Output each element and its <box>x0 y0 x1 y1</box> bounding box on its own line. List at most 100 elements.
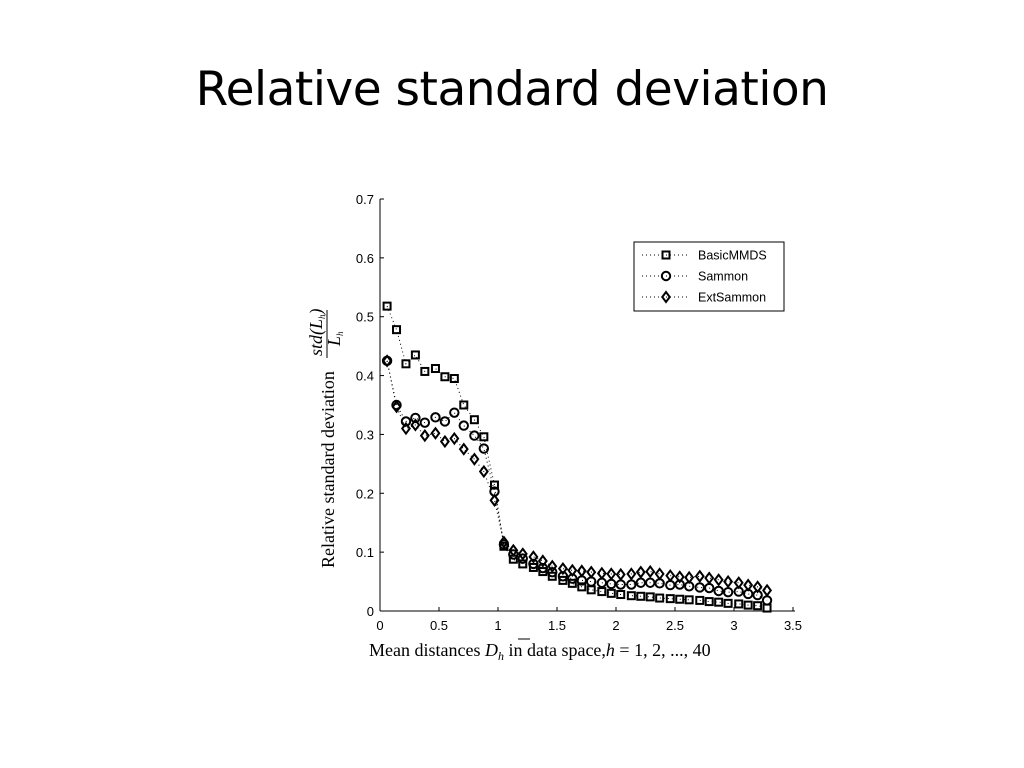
x-tick-label: 3 <box>730 618 737 633</box>
data-point <box>743 578 754 592</box>
data-point <box>645 564 656 579</box>
data-point <box>458 442 469 456</box>
data-point <box>616 590 626 600</box>
data-point <box>469 452 480 466</box>
data-point <box>733 576 744 590</box>
data-point <box>567 563 578 578</box>
x-ticks: 0 0.5 1 1.5 2 2.5 3 3.5 <box>376 607 802 633</box>
data-point <box>508 543 519 558</box>
data-point <box>752 580 763 594</box>
data-point <box>674 570 685 584</box>
data-point <box>547 566 558 578</box>
data-point <box>576 564 587 578</box>
data-point <box>655 593 665 603</box>
chart: 0 0.5 1 1.5 2 2.5 3 3.5 00.10.20.30.40.50.60.7 … <box>306 192 802 663</box>
legend-item-basicmmds: BasicMMDS <box>642 249 767 263</box>
y-tick-label: 0.7 <box>356 192 374 207</box>
data-point <box>626 591 636 601</box>
data-point <box>626 567 637 581</box>
data-point <box>410 350 420 360</box>
legend-item-extsammon: ExtSammon <box>642 290 766 305</box>
data-point <box>489 480 499 490</box>
series-layer <box>381 301 773 613</box>
data-point <box>645 592 655 602</box>
data-point <box>410 418 421 432</box>
data-point <box>382 301 392 311</box>
data-point <box>449 407 460 418</box>
data-point <box>762 583 773 598</box>
data-point <box>734 599 744 609</box>
data-point <box>694 569 705 583</box>
y-tick-label: 0.3 <box>356 427 374 442</box>
data-point <box>615 567 626 582</box>
series-line <box>386 360 768 601</box>
y-tick-label: 0.4 <box>356 369 374 384</box>
data-point <box>400 421 411 436</box>
data-point <box>382 354 393 368</box>
data-point <box>439 434 450 449</box>
legend-marker <box>661 250 671 260</box>
data-point <box>606 588 616 598</box>
data-point <box>478 464 489 479</box>
data-point <box>635 577 646 588</box>
data-point <box>645 577 656 588</box>
x-tick-label: 1 <box>494 618 501 633</box>
legend: BasicMMDS Sammon ExtSammon <box>633 241 785 312</box>
y-tick-label: 0.5 <box>356 310 374 325</box>
data-point <box>401 359 411 369</box>
y-tick-label: 0.2 <box>356 486 374 501</box>
y-tick-label: 0 <box>367 604 374 619</box>
data-point <box>430 426 441 440</box>
slide-title: Relative standard deviation <box>195 62 829 117</box>
data-point <box>665 594 675 604</box>
data-point <box>704 571 715 585</box>
data-point <box>469 430 480 441</box>
data-point <box>713 573 724 587</box>
data-point <box>714 597 724 607</box>
legend-marker <box>660 270 672 282</box>
data-point <box>439 416 451 427</box>
data-point <box>449 431 460 446</box>
data-point <box>517 547 528 561</box>
data-point <box>684 570 695 585</box>
data-point <box>498 535 509 549</box>
data-point <box>410 412 421 424</box>
data-point <box>753 601 763 611</box>
data-point <box>713 585 724 597</box>
data-point <box>419 428 430 443</box>
data-point <box>459 400 469 410</box>
data-point <box>508 549 519 560</box>
series-line <box>386 360 768 591</box>
data-point <box>557 561 568 576</box>
data-point <box>596 566 607 580</box>
data-point <box>400 416 412 427</box>
data-point <box>440 372 450 382</box>
data-point <box>392 325 402 335</box>
data-point <box>558 575 568 585</box>
data-point <box>704 597 714 607</box>
data-point <box>665 569 676 583</box>
data-point <box>694 582 705 593</box>
data-point <box>528 558 539 570</box>
data-point <box>675 594 685 604</box>
data-point <box>577 582 587 592</box>
data-point <box>723 598 733 608</box>
data-point <box>567 578 577 588</box>
data-point <box>586 565 597 579</box>
x-axis-label: Mean distances Dh in data space,h = 1, 2… <box>369 640 711 663</box>
x-tick-label: 2.5 <box>666 618 684 633</box>
data-point <box>430 412 441 423</box>
data-point <box>537 562 549 574</box>
legend-label: Sammon <box>698 270 748 284</box>
data-point <box>430 364 440 374</box>
y-ticks: 0 0.1 0.2 0.3 0.4 0.5 0.6 0.7 <box>356 192 384 619</box>
data-point <box>743 600 753 610</box>
x-tick-label: 0.5 <box>430 618 448 633</box>
legend-label: ExtSammon <box>698 291 766 305</box>
data-point <box>489 493 500 508</box>
data-point <box>635 565 646 579</box>
x-tick-label: 3.5 <box>784 618 802 633</box>
axes <box>379 199 795 612</box>
x-tick-label: 2 <box>612 618 619 633</box>
series-line <box>386 305 768 609</box>
